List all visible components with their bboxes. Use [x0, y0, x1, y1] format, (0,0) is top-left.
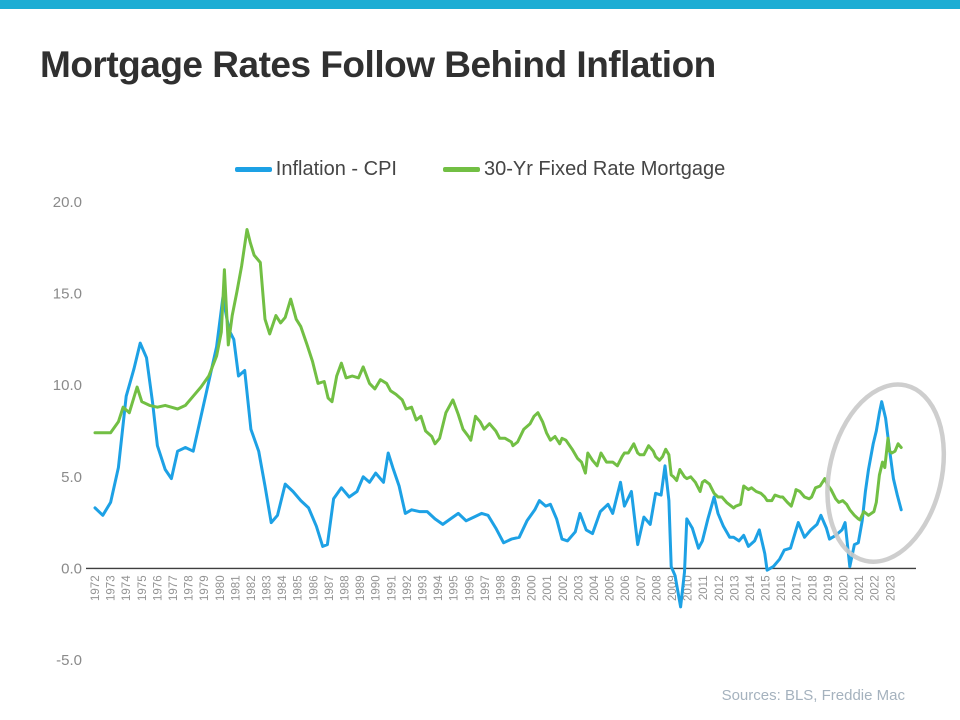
x-tick-label: 2007	[636, 575, 648, 601]
x-tick-label: 1976	[152, 575, 164, 601]
x-tick-label: 1978	[184, 575, 196, 601]
x-tick-label: 2013	[729, 575, 741, 601]
y-tick-label: 5.0	[61, 469, 82, 486]
sources-note: Sources: BLS, Freddie Mac	[721, 687, 905, 704]
top-accent-bar	[0, 0, 960, 9]
x-tick-label: 2015	[761, 575, 773, 601]
x-tick-label: 2022	[870, 575, 882, 601]
x-tick-label: 1998	[495, 575, 507, 601]
x-tick-label: 1979	[199, 575, 211, 601]
legend-item-inflation-cpi: Inflation - CPI	[234, 158, 397, 181]
x-tick-label: 2000	[527, 575, 539, 601]
x-tick-label: 2002	[558, 575, 570, 601]
x-tick-label: 2008	[651, 575, 663, 601]
highlight-ellipse-icon	[825, 382, 947, 564]
x-tick-label: 2010	[683, 575, 695, 601]
x-tick-label: 1972	[90, 575, 102, 601]
x-tick-label: 1990	[371, 575, 383, 601]
cpi-line-swatch-icon	[234, 167, 272, 172]
x-tick-label: 1981	[230, 575, 242, 601]
x-tick-label: 2012	[714, 575, 726, 601]
chart-legend: Inflation - CPI 30-Yr Fixed Rate Mortgag…	[0, 158, 960, 181]
x-tick-label: 2014	[745, 575, 757, 601]
x-tick-label: 2016	[776, 575, 788, 601]
x-tick-label: 2019	[823, 575, 835, 601]
x-tick-label: 2020	[839, 575, 851, 601]
x-tick-label: 1995	[449, 575, 461, 601]
x-tick-label: 1977	[168, 575, 180, 601]
x-tick-label: 2017	[792, 575, 804, 601]
x-tick-label: 2005	[605, 575, 617, 601]
x-tick-label: 1973	[106, 575, 118, 601]
x-tick-label: 2001	[542, 575, 554, 601]
legend-label-cpi: Inflation - CPI	[275, 158, 397, 180]
y-tick-label: 20.0	[53, 194, 82, 211]
x-tick-label: 1997	[480, 575, 492, 601]
mortgage-line-swatch-icon	[442, 167, 480, 172]
y-tick-label: 0.0	[61, 560, 82, 577]
x-tick-label: 2023	[885, 575, 897, 601]
x-tick-label: 2006	[620, 575, 632, 601]
x-tick-label: 2011	[698, 575, 710, 600]
x-tick-label: 1989	[355, 575, 367, 601]
x-tick-label: 1996	[464, 575, 476, 601]
x-tick-label: 1984	[277, 575, 289, 601]
x-tick-label: 2003	[573, 575, 585, 601]
x-tick-label: 1980	[215, 575, 227, 601]
x-tick-label: 1987	[324, 575, 336, 601]
inflation-cpi-line	[93, 295, 903, 609]
x-tick-label: 1992	[402, 575, 414, 601]
x-tick-label: 1994	[433, 575, 445, 601]
x-tick-label: 1988	[340, 575, 352, 601]
mortgage-30yr-line	[93, 228, 903, 522]
legend-label-mortgage: 30-Yr Fixed Rate Mortgage	[483, 158, 726, 180]
x-tick-label: 2018	[807, 575, 819, 601]
x-tick-label: 1983	[262, 575, 274, 601]
x-tick-label: 2004	[589, 575, 601, 601]
y-tick-label: 10.0	[53, 377, 82, 394]
x-tick-label: 1986	[308, 575, 320, 601]
x-tick-label: 1999	[511, 575, 523, 601]
x-tick-label: 1985	[293, 575, 305, 601]
legend-item-mortgage: 30-Yr Fixed Rate Mortgage	[442, 158, 726, 181]
x-tick-label: 1991	[386, 575, 398, 601]
x-tick-label: 1974	[121, 575, 133, 601]
y-tick-label: -5.0	[56, 652, 82, 669]
x-tick-label: 2021	[854, 575, 866, 601]
x-tick-label: 1993	[417, 575, 429, 601]
page-title: Mortgage Rates Follow Behind Inflation	[40, 44, 716, 85]
x-tick-label: 1982	[246, 575, 258, 601]
y-tick-label: 15.0	[53, 286, 82, 303]
x-tick-label: 1975	[137, 575, 149, 601]
chart-region: 20.0 15.0 10.0 5.0 0.0 -5.0 1972 1973 1974 1975 19…	[30, 185, 960, 690]
